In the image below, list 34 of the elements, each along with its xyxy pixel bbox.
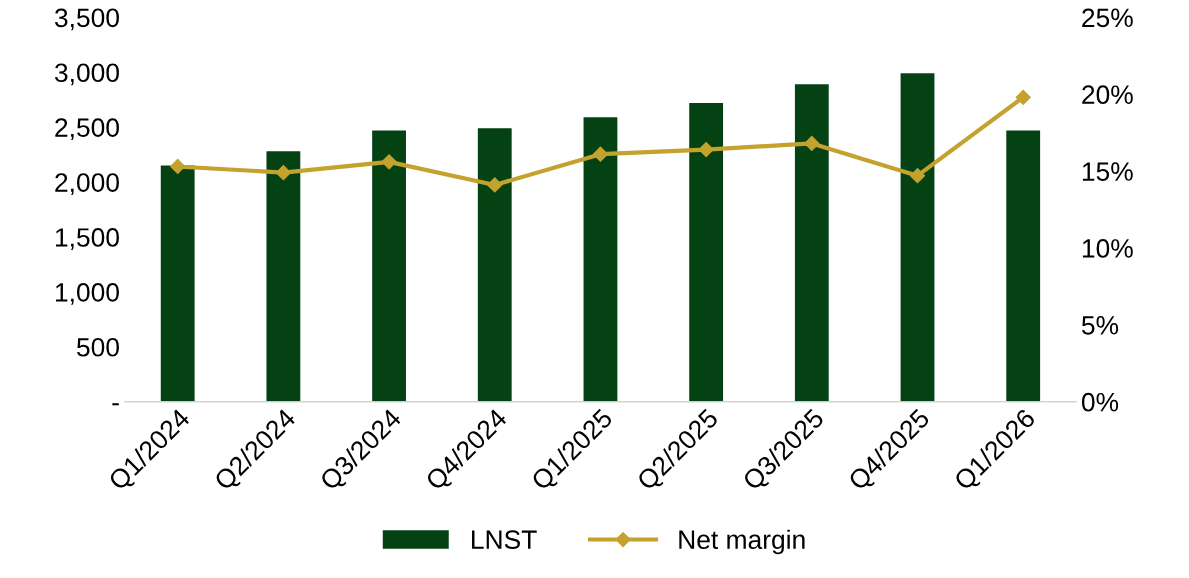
point (170, 158, 186, 175)
point (804, 135, 820, 151)
y-tick-label: 2,500 (55, 118, 119, 141)
bar (794, 84, 829, 402)
y2-tick-label: 10% (1082, 239, 1133, 258)
bar (372, 130, 406, 402)
y-tick-label: 1,500 (55, 228, 119, 250)
bar (160, 165, 195, 402)
legend-label: Net margin (679, 529, 805, 555)
point (381, 154, 397, 170)
point (487, 177, 503, 193)
point (275, 165, 291, 181)
point (592, 146, 609, 162)
bar (900, 73, 935, 402)
y-tick-label: 3,500 (54, 8, 119, 31)
y2-tick-label: 0% (1081, 392, 1119, 412)
y-tick-label: 1,000 (55, 283, 119, 305)
y2-tick-label: 20% (1082, 85, 1133, 105)
point (1015, 89, 1031, 105)
y-tick-label: 3,000 (54, 63, 119, 86)
point (698, 141, 714, 158)
bar (266, 151, 301, 402)
bar (477, 128, 512, 402)
bar (583, 117, 618, 402)
bar (1006, 130, 1041, 402)
y2-tick-label: 25% (1082, 8, 1133, 28)
bar (689, 103, 724, 402)
y2-tick-label: 5% (1081, 316, 1119, 335)
y-tick-label: 500 (77, 337, 119, 357)
point (909, 168, 926, 184)
legend-label: LNST (472, 530, 537, 550)
y2-tick-label: 15% (1082, 162, 1133, 181)
y-tick-label: - (112, 403, 119, 406)
y-tick-label: 2,000 (55, 173, 119, 196)
